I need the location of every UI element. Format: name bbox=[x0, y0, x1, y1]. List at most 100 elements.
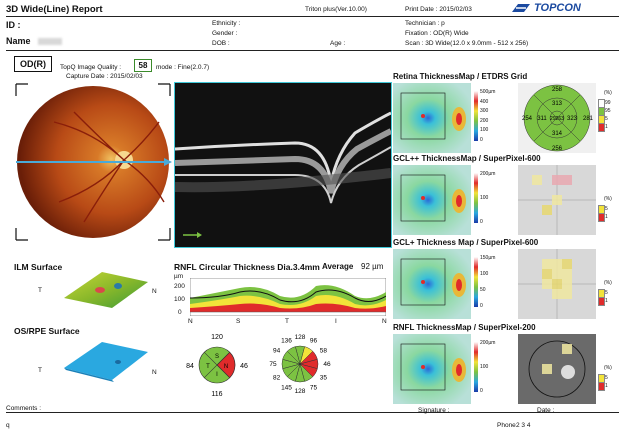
quadrant-n-value: 46 bbox=[240, 363, 248, 370]
ilm-n-label: N bbox=[152, 288, 157, 295]
date-label: Date : bbox=[537, 407, 555, 414]
pct-item-2-1: 1 bbox=[605, 298, 608, 304]
rnfl-thickness-plot bbox=[190, 278, 386, 316]
rnfl-average-label: Average bbox=[322, 262, 354, 271]
deviation-map-3 bbox=[518, 334, 596, 404]
signature-label: Signature : bbox=[418, 407, 450, 414]
technician: Technician : p bbox=[405, 20, 445, 27]
deviation-map-0: 258 313 29263 323 281 314 256 311 254 bbox=[518, 83, 596, 153]
pct-item-1-0: 5 bbox=[605, 206, 608, 212]
thickness-map-3 bbox=[393, 334, 471, 404]
quadrant-t-value: 84 bbox=[186, 363, 194, 370]
clock-value-4: 35 bbox=[320, 375, 328, 382]
pct-swatch-2-1 bbox=[598, 297, 605, 306]
etdrs-outer-t: 254 bbox=[522, 116, 533, 122]
pct-swatch-3-1 bbox=[598, 382, 605, 391]
map-0-scale-0: 500µm bbox=[480, 89, 496, 95]
quadrant-s-value: 120 bbox=[211, 334, 223, 341]
thickness-map-2 bbox=[393, 249, 471, 319]
phone-label: Phone bbox=[497, 422, 516, 429]
map-2-scale-3: 0 bbox=[480, 303, 483, 309]
map-3-scale-2: 0 bbox=[480, 388, 483, 394]
name-redacted bbox=[38, 38, 62, 45]
deviation-map-2 bbox=[518, 249, 596, 319]
pct-item-3-1: 1 bbox=[605, 383, 608, 389]
software-version: Triton plus(Ver.10.00) bbox=[305, 6, 367, 13]
brand-logo: TOPCON bbox=[510, 2, 581, 14]
clock-value-3: 46 bbox=[323, 361, 331, 368]
quadrant-t-letter: T bbox=[206, 364, 210, 370]
map-title-0: Retina ThicknessMap / ETDRS Grid bbox=[393, 72, 528, 81]
pct-item-1-1: 1 bbox=[605, 214, 608, 220]
map-2-scale-2: 50 bbox=[480, 287, 486, 293]
pct-item-0-3: 1 bbox=[605, 124, 608, 130]
clock-value-10: 94 bbox=[273, 348, 281, 355]
osrpe-surface-plot bbox=[64, 342, 148, 382]
topq-label: TopQ Image Quality : bbox=[60, 64, 122, 71]
report-title: 3D Wide(Line) Report bbox=[6, 4, 103, 15]
pct-unit-2: (%) bbox=[604, 280, 612, 286]
id-label: ID : bbox=[6, 20, 21, 30]
ilm-t-label: T bbox=[38, 287, 42, 294]
map-0-scale-4: 100 bbox=[480, 127, 489, 134]
clock-value-11: 136 bbox=[281, 338, 292, 345]
ilm-surface-plot bbox=[64, 272, 148, 308]
pct-item-0-1: 95 bbox=[605, 108, 611, 114]
rnfl-quadrant-chart: S N I T 120 46 116 84 bbox=[186, 334, 248, 398]
osrpe-t-label: T bbox=[38, 367, 42, 374]
clock-value-0: 128 bbox=[295, 334, 306, 341]
map-3-scale-1: 100 bbox=[480, 364, 489, 370]
etdrs-outer-s: 258 bbox=[552, 87, 563, 93]
rnfl-y-tick-200: 200 bbox=[174, 283, 185, 290]
quadrant-i-letter: I bbox=[216, 372, 218, 378]
etdrs-outer-i: 256 bbox=[552, 146, 563, 152]
phone-value: 2 3 4 bbox=[516, 422, 531, 429]
osrpe-n-label: N bbox=[152, 369, 157, 376]
map-0-scale-3: 200 bbox=[480, 117, 489, 124]
map-title-1: GCL++ ThicknessMap / SuperPixel-600 bbox=[393, 154, 541, 163]
ilm-surface-title: ILM Surface bbox=[14, 262, 63, 272]
comments-label: Comments : bbox=[6, 405, 42, 412]
map-1-scale-0: 200µm bbox=[480, 171, 496, 177]
map-2-scale-1: 100 bbox=[480, 271, 489, 277]
map-0-scale-1: 400 bbox=[480, 98, 489, 105]
brand-name: TOPCON bbox=[534, 2, 581, 14]
print-date: Print Date : 2015/02/03 bbox=[405, 6, 472, 13]
clock-sector-11 bbox=[286, 346, 301, 365]
rnfl-average-value: 92 µm bbox=[361, 262, 384, 271]
rnfl-x-tick-i: I bbox=[335, 318, 337, 325]
clock-value-8: 82 bbox=[273, 375, 281, 382]
capture-date: Capture Date : 2015/02/03 bbox=[66, 73, 143, 80]
mode: mode : Fine(2.0.7) bbox=[156, 64, 210, 71]
footer-left-id: q bbox=[6, 422, 10, 429]
pct-unit-0: (%) bbox=[604, 90, 612, 96]
map-0-scale-2: 300 bbox=[480, 108, 489, 115]
rnfl-x-tick-t: T bbox=[285, 318, 289, 325]
etdrs-inner-s: 313 bbox=[552, 101, 563, 107]
pct-item-0-2: 5 bbox=[605, 116, 608, 122]
pct-swatch-0-3 bbox=[598, 123, 605, 132]
pct-unit-1: (%) bbox=[604, 196, 612, 202]
map-title-2: GCL+ Thickness Map / SuperPixel-600 bbox=[393, 238, 539, 247]
pct-item-3-0: 5 bbox=[605, 375, 608, 381]
deviation-map-1 bbox=[518, 165, 596, 235]
clock-value-6: 128 bbox=[295, 388, 306, 395]
oct-bscan-image bbox=[174, 82, 393, 248]
age: Age : bbox=[330, 40, 346, 47]
rnfl-y-tick-0: 0 bbox=[178, 309, 182, 316]
eye-badge: OD(R) bbox=[14, 56, 52, 72]
pct-item-0-0: 99 bbox=[605, 100, 611, 106]
rnfl-y-unit: µm bbox=[174, 273, 184, 280]
pct-unit-3: (%) bbox=[604, 365, 612, 371]
quadrant-i-value: 116 bbox=[211, 391, 222, 398]
clock-value-7: 145 bbox=[281, 384, 292, 391]
rnfl-title: RNFL Circular Thickness Dia.3.4mm bbox=[174, 262, 320, 272]
fundus-image bbox=[14, 82, 172, 242]
map-0-scale-5: 0 bbox=[480, 137, 483, 143]
dob: DOB : bbox=[212, 40, 230, 47]
thickness-map-1 bbox=[393, 165, 471, 235]
topq-value: 58 bbox=[134, 59, 152, 72]
map-2-scale-0: 150µm bbox=[480, 255, 496, 261]
quadrant-n-letter: N bbox=[224, 364, 228, 370]
map-3-scale-0: 200µm bbox=[480, 340, 496, 346]
